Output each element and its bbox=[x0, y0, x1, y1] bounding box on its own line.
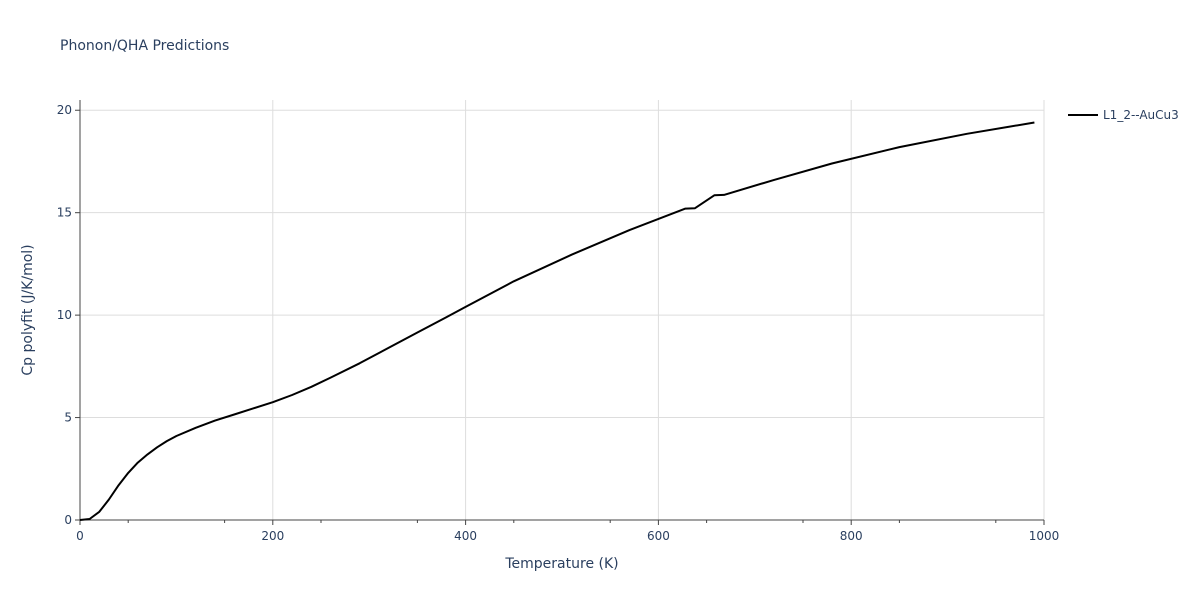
legend-label: L1_2--AuCu3 bbox=[1103, 108, 1179, 122]
y-tick-label: 0 bbox=[64, 513, 72, 527]
y-tick-label: 20 bbox=[57, 103, 72, 117]
x-axis-title: Temperature (K) bbox=[504, 556, 618, 572]
x-tick-label: 600 bbox=[647, 529, 670, 543]
y-axis-title: Cp polyfit (J/K/mol) bbox=[20, 244, 36, 375]
series-line-0[interactable] bbox=[79, 121, 1035, 521]
chart-title: Phonon/QHA Predictions bbox=[60, 38, 229, 54]
y-ticks: 0 5 10 15 20 bbox=[57, 103, 80, 527]
axes bbox=[79, 100, 1044, 521]
x-tick-label: 800 bbox=[840, 529, 863, 543]
series-group bbox=[79, 121, 1035, 521]
grid bbox=[80, 100, 1045, 520]
x-tick-label: 200 bbox=[261, 529, 284, 543]
x-tick-label: 0 bbox=[76, 529, 84, 543]
y-tick-label: 15 bbox=[57, 206, 72, 220]
y-tick-label: 5 bbox=[64, 411, 72, 425]
legend[interactable]: L1_2--AuCu3 bbox=[1068, 108, 1179, 122]
x-tick-label: 1000 bbox=[1029, 529, 1060, 543]
x-tick-label: 400 bbox=[454, 529, 477, 543]
x-ticks: 0 200 400 600 800 1000 bbox=[76, 520, 1059, 543]
y-tick-label: 10 bbox=[57, 308, 72, 322]
